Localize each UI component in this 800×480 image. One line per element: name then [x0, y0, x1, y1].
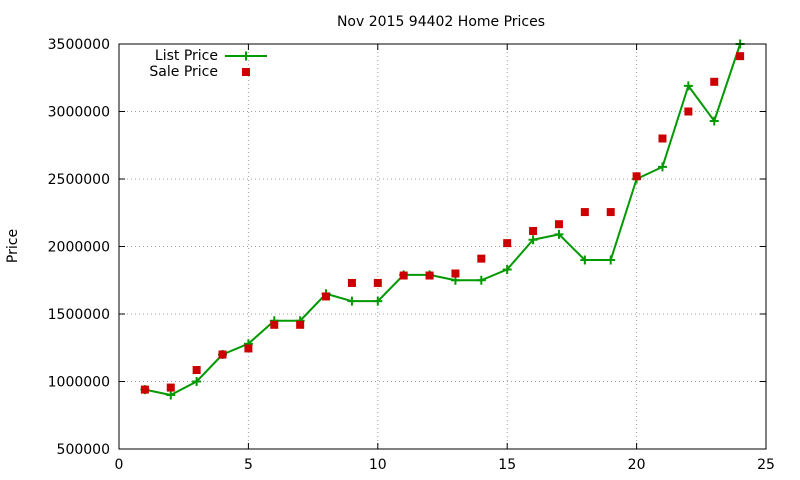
list-price-point [580, 255, 590, 265]
list-price-point [166, 390, 176, 400]
sale-price-point [736, 52, 745, 61]
sale-price-point [710, 77, 719, 86]
legend-label: Sale Price [149, 64, 218, 80]
sale-price-point [296, 320, 305, 329]
sale-price-point [244, 344, 253, 353]
x-axis-ticks: 0 5 10 15 20 25 [115, 44, 775, 473]
sale-price-point [580, 208, 589, 217]
series-sale-price [140, 52, 745, 394]
y-tick-label: 3500000 [48, 37, 110, 53]
sale-price-point [503, 239, 512, 248]
x-tick-label: 5 [244, 457, 253, 473]
series-list-price [140, 39, 745, 400]
list-price-point [347, 296, 357, 306]
list-price-point [192, 377, 202, 386]
chart-title: Nov 2015 94402 Home Prices [337, 14, 545, 30]
sale-price-point [270, 320, 279, 329]
y-tick-label: 1500000 [48, 307, 110, 323]
list-price-point [683, 81, 693, 91]
list-price-point [606, 255, 616, 265]
x-tick-label: 15 [498, 457, 516, 473]
sale-price-point [373, 278, 382, 287]
x-tick-label: 10 [369, 457, 387, 473]
sale-price-point [451, 269, 460, 278]
list-price-point [502, 264, 512, 274]
x-tick-label: 0 [115, 457, 124, 473]
y-tick-label: 2000000 [48, 240, 110, 256]
legend-cross-marker [241, 51, 251, 61]
sale-price-point [529, 226, 538, 235]
sale-price-point [554, 220, 563, 229]
y-tick-label: 2500000 [48, 172, 110, 188]
sale-price-point [347, 278, 356, 287]
sale-price-point [399, 271, 408, 280]
sale-price-point [606, 208, 615, 217]
sale-price-point [322, 292, 331, 301]
y-tick-label: 500000 [57, 442, 110, 458]
sale-price-point [166, 383, 175, 392]
list-price-line [144, 43, 742, 396]
list-price-point [528, 235, 538, 245]
plot-frame [118, 43, 767, 450]
sale-price-point [684, 107, 693, 116]
list-price-point [373, 296, 383, 306]
y-tick-label: 3000000 [48, 105, 110, 121]
plot-series [140, 39, 745, 400]
sale-price-point [425, 271, 434, 280]
sale-price-point [632, 172, 641, 181]
legend-label: List Price [155, 48, 218, 64]
sale-price-point [192, 366, 201, 375]
list-price-point [476, 275, 486, 285]
x-tick-label: 25 [757, 457, 775, 473]
y-axis-ticks: 500000 1000000 1500000 2000000 2500000 300000… [48, 37, 766, 458]
legend-square-marker [242, 68, 250, 76]
list-price-point [709, 116, 719, 126]
sale-price-point [477, 254, 486, 263]
y-tick-label: 1000000 [48, 375, 110, 391]
sale-price-point [218, 350, 227, 359]
sale-price-point [658, 134, 667, 143]
list-price-point [657, 162, 667, 172]
list-price-point [554, 229, 564, 239]
grid-lines [119, 44, 766, 449]
sale-price-point [140, 385, 149, 394]
x-tick-label: 20 [628, 457, 646, 473]
y-axis-label: Price [5, 229, 21, 263]
